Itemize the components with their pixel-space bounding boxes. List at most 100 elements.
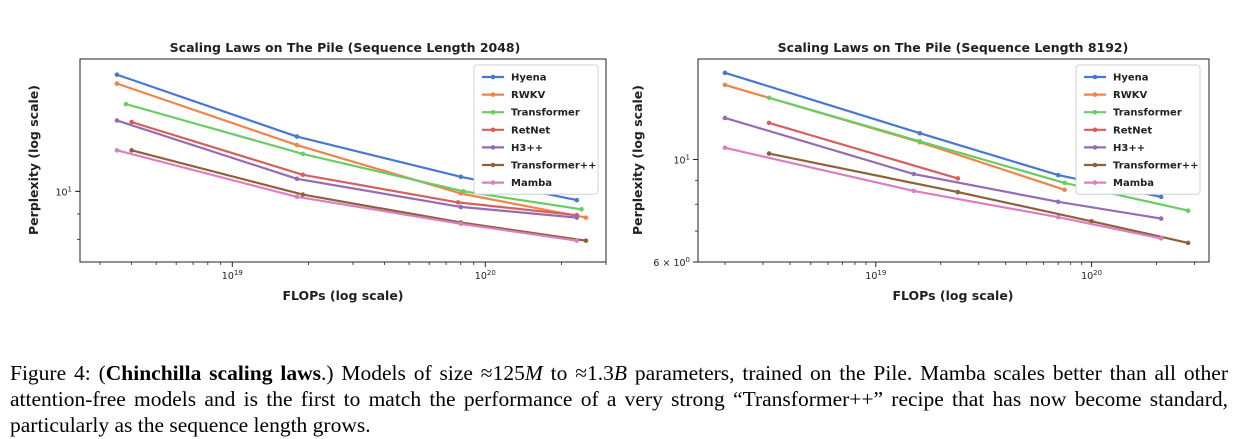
data-point xyxy=(458,204,464,210)
caption-bold: Chinchilla scaling laws xyxy=(105,360,321,385)
plot-frame xyxy=(697,58,1210,263)
x-axis-label: FLOPs (log scale) xyxy=(282,288,403,303)
data-point xyxy=(129,148,134,153)
caption-mid: .) Models of size xyxy=(320,360,481,385)
data-point xyxy=(1055,199,1061,205)
legend-marker xyxy=(1092,127,1098,133)
legend-marker xyxy=(1092,162,1098,168)
data-point xyxy=(1158,236,1164,241)
legend-label: Hyena xyxy=(511,73,547,84)
caption-approx-2: ≈ xyxy=(575,360,587,385)
series-line-retnet xyxy=(131,121,577,217)
legend-marker xyxy=(490,162,496,168)
data-point xyxy=(583,238,589,243)
data-point xyxy=(574,197,580,203)
legend-marker xyxy=(1092,92,1098,97)
chart-seq-8192: Scaling Laws on The Pile (Sequence Lengt… xyxy=(620,0,1238,310)
plot-frame xyxy=(79,58,607,263)
data-point xyxy=(1158,216,1164,221)
legend-marker xyxy=(1092,145,1098,150)
data-point xyxy=(294,134,300,139)
series-line-transformer xyxy=(768,96,1189,212)
chart-title: Scaling Laws on The Pile (Sequence Lengt… xyxy=(170,40,521,55)
caption-prefix: Figure 4: ( xyxy=(10,360,106,385)
data-point xyxy=(300,151,306,157)
legend-label: Mamba xyxy=(1113,178,1154,189)
legend: Hyena RWKV Transformer RetNet H3++ Transforme… xyxy=(473,64,599,195)
data-point xyxy=(294,176,300,182)
data-point xyxy=(123,101,129,107)
data-point xyxy=(911,188,917,194)
x-tick-label: 1019 xyxy=(865,269,886,282)
data-point xyxy=(1185,240,1191,246)
legend-marker xyxy=(490,109,496,115)
x-tick-label: 1019 xyxy=(222,269,243,282)
caption-num-2: 1.3 xyxy=(587,360,614,385)
data-point xyxy=(722,145,728,151)
caption-approx-1: ≈ xyxy=(480,360,493,385)
chart-svg: Scaling Laws on The Pile (Sequence Lengt… xyxy=(26,40,607,303)
legend-label: Transformer++ xyxy=(1113,161,1199,172)
y-axis-label: Perplexity (log scale) xyxy=(26,85,41,235)
legend-label: RWKV xyxy=(511,90,545,101)
legend-label: Transformer xyxy=(1113,108,1182,119)
data-point xyxy=(722,70,728,76)
data-point xyxy=(955,176,961,181)
legend-label: RWKV xyxy=(1113,90,1147,101)
data-point xyxy=(911,171,917,177)
data-point xyxy=(1062,187,1067,193)
data-point xyxy=(294,194,300,200)
data-point xyxy=(114,148,120,153)
legend-label: RetNet xyxy=(511,125,550,136)
x-axis-label: FLOPs (log scale) xyxy=(892,288,1013,303)
data-point xyxy=(1158,194,1164,200)
y-axis-label: Perplexity (log scale) xyxy=(630,85,645,235)
data-point xyxy=(1062,180,1067,186)
data-point xyxy=(114,118,120,123)
chart-title: Scaling Laws on The Pile (Sequence Lengt… xyxy=(778,40,1129,55)
data-point xyxy=(917,138,923,144)
data-point xyxy=(300,192,306,197)
series-line-rwkv xyxy=(116,82,587,219)
caption-rest: parameters, trained on the Pile. Mamba s… xyxy=(10,360,1229,437)
data-point xyxy=(294,142,300,148)
series-line-h3pp xyxy=(724,116,1162,220)
series-line-h3pp xyxy=(116,119,577,219)
caption-num-1: 125 xyxy=(492,360,525,385)
data-point xyxy=(458,174,464,180)
legend-label: Transformer xyxy=(511,108,580,119)
data-point xyxy=(955,189,961,195)
series-line-mamba xyxy=(724,146,1162,240)
y-tick-label: 101 xyxy=(55,185,72,198)
data-point xyxy=(114,81,120,86)
legend-marker xyxy=(490,127,496,133)
data-point xyxy=(583,215,589,220)
data-point xyxy=(300,172,306,178)
data-point xyxy=(1089,218,1094,224)
data-point xyxy=(461,189,466,194)
caption-unit-2: B xyxy=(613,360,628,385)
legend-marker xyxy=(490,74,496,80)
data-point xyxy=(722,115,728,121)
caption-to: to xyxy=(542,360,576,385)
legend-label: H3++ xyxy=(1113,143,1145,154)
legend-box xyxy=(1075,64,1201,195)
series-line-transformerpp xyxy=(131,149,587,242)
legend-box xyxy=(473,64,599,195)
caption-unit-1: M xyxy=(524,360,543,385)
x-tick-label: 1020 xyxy=(475,269,496,282)
data-point xyxy=(129,119,134,125)
chart-seq-2048: Scaling Laws on The Pile (Sequence Lengt… xyxy=(0,0,620,310)
data-point xyxy=(766,95,772,101)
legend-label: Mamba xyxy=(511,178,552,189)
y-tick-label: 6 × 100 xyxy=(653,256,690,269)
series-line-retnet xyxy=(768,121,959,180)
legend-marker xyxy=(1092,109,1098,115)
data-point xyxy=(114,72,120,77)
series-line-transformer xyxy=(125,103,582,211)
data-point xyxy=(1185,208,1191,213)
legend-marker xyxy=(490,145,496,150)
data-point xyxy=(458,221,464,227)
data-point xyxy=(574,238,580,243)
figure-caption: Figure 4: (Chinchilla scaling laws.) Mod… xyxy=(10,360,1228,438)
